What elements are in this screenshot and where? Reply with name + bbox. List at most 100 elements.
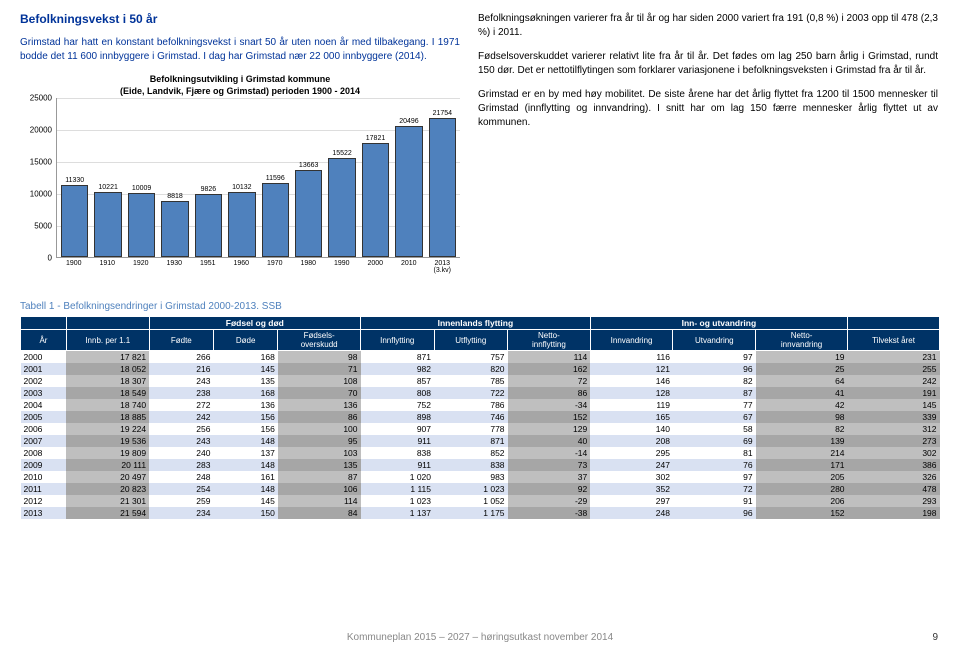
table-cell: 295 (590, 447, 673, 459)
table-cell: 238 (149, 387, 213, 399)
bar-value-label: 9826 (201, 186, 217, 193)
table-cell: 19 536 (66, 435, 149, 447)
bar-column: 9826 (195, 186, 222, 257)
table-cell: 297 (590, 495, 673, 507)
table-cell: 242 (848, 375, 940, 387)
table-cell: 108 (278, 375, 361, 387)
table-cell: 722 (434, 387, 508, 399)
table-cell: -38 (508, 507, 591, 519)
x-tick-label: 1900 (60, 260, 88, 274)
table-cell: 140 (590, 423, 673, 435)
table-cell: 272 (149, 399, 213, 411)
bar-value-label: 17821 (366, 135, 385, 142)
x-tick-label: 1970 (261, 260, 289, 274)
bar-column: 13663 (295, 162, 322, 257)
table-cell: 135 (278, 459, 361, 471)
table-cell: 87 (278, 471, 361, 483)
table-cell: 82 (673, 375, 756, 387)
table-cell: 1 023 (361, 495, 435, 507)
y-tick-label: 25000 (30, 94, 52, 103)
table-cell: 20 823 (66, 483, 149, 495)
table-group-header: Innenlands flytting (361, 317, 591, 330)
table-cell: 103 (278, 447, 361, 459)
x-tick-label: 1910 (94, 260, 122, 274)
bar-value-label: 10009 (132, 185, 151, 192)
table-cell: 135 (213, 375, 277, 387)
table-row: 200920 1112831481359118387324776171386 (21, 459, 940, 471)
x-tick-label: 1990 (328, 260, 356, 274)
table-cell: 1 023 (434, 483, 508, 495)
table-sub-header: Tilvekst året (848, 330, 940, 351)
y-tick-label: 5000 (34, 222, 52, 231)
table-cell: 82 (756, 423, 848, 435)
table-cell: 156 (213, 411, 277, 423)
table-cell: 152 (508, 411, 591, 423)
section-title: Befolkningsvekst i 50 år (20, 12, 460, 26)
table-cell: 91 (673, 495, 756, 507)
bar-value-label: 20496 (399, 118, 418, 125)
table-cell: 42 (756, 399, 848, 411)
table-cell: 326 (848, 471, 940, 483)
table-cell: 2002 (21, 375, 67, 387)
table-cell: 87 (673, 387, 756, 399)
table-sub-header: Utvandring (673, 330, 756, 351)
table-cell: 168 (213, 387, 277, 399)
table-cell: 214 (756, 447, 848, 459)
table-cell: 808 (361, 387, 435, 399)
table-cell: 2013 (21, 507, 67, 519)
table-cell: 98 (278, 351, 361, 364)
bar (328, 158, 355, 257)
table-cell: 982 (361, 363, 435, 375)
table-cell: 20 111 (66, 459, 149, 471)
table-cell: 1 137 (361, 507, 435, 519)
table-cell: 18 307 (66, 375, 149, 387)
table-cell: 19 (756, 351, 848, 364)
table-group-header (848, 317, 940, 330)
table-cell: 746 (434, 411, 508, 423)
table-cell: 2009 (21, 459, 67, 471)
x-tick-label: 2013 (3.kv) (429, 260, 457, 274)
table-cell: 911 (361, 435, 435, 447)
table-cell: 2003 (21, 387, 67, 399)
bar (295, 170, 322, 257)
intro-paragraph: Grimstad har hatt en konstant befolkning… (20, 36, 460, 64)
bar (429, 118, 456, 257)
table-cell: 785 (434, 375, 508, 387)
bar-column: 15522 (328, 150, 355, 257)
table-cell: 1 052 (434, 495, 508, 507)
table-cell: 86 (508, 387, 591, 399)
table-cell: 2005 (21, 411, 67, 423)
x-tick-label: 1930 (161, 260, 189, 274)
table-cell: 216 (149, 363, 213, 375)
table-cell: 2006 (21, 423, 67, 435)
table-cell: 21 301 (66, 495, 149, 507)
table-cell: 114 (508, 351, 591, 364)
bar (262, 183, 289, 257)
table-cell: 2010 (21, 471, 67, 483)
table-cell: 129 (508, 423, 591, 435)
table-cell: 2011 (21, 483, 67, 495)
table-cell: 386 (848, 459, 940, 471)
table-cell: 19 809 (66, 447, 149, 459)
bar-value-label: 15522 (332, 150, 351, 157)
bar (362, 143, 389, 257)
table-cell: 148 (213, 459, 277, 471)
table-cell: 67 (673, 411, 756, 423)
table-header-group-row: Fødsel og dødInnenlands flyttingInn- og … (21, 317, 940, 330)
table-cell: 231 (848, 351, 940, 364)
body-paragraph-1: Befolkningsøkningen varierer fra år til … (478, 12, 938, 40)
table-cell: 25 (756, 363, 848, 375)
table-cell: 852 (434, 447, 508, 459)
table-cell: 165 (590, 411, 673, 423)
table-cell: 312 (848, 423, 940, 435)
table-sub-header: Netto- innflytting (508, 330, 591, 351)
table-cell: 18 885 (66, 411, 149, 423)
table-cell: 145 (213, 363, 277, 375)
table-cell: 20 497 (66, 471, 149, 483)
table-cell: 266 (149, 351, 213, 364)
table-cell: 280 (756, 483, 848, 495)
table-sub-header: Døde (213, 330, 277, 351)
table-cell: 121 (590, 363, 673, 375)
table-cell: 19 224 (66, 423, 149, 435)
table-cell: 757 (434, 351, 508, 364)
